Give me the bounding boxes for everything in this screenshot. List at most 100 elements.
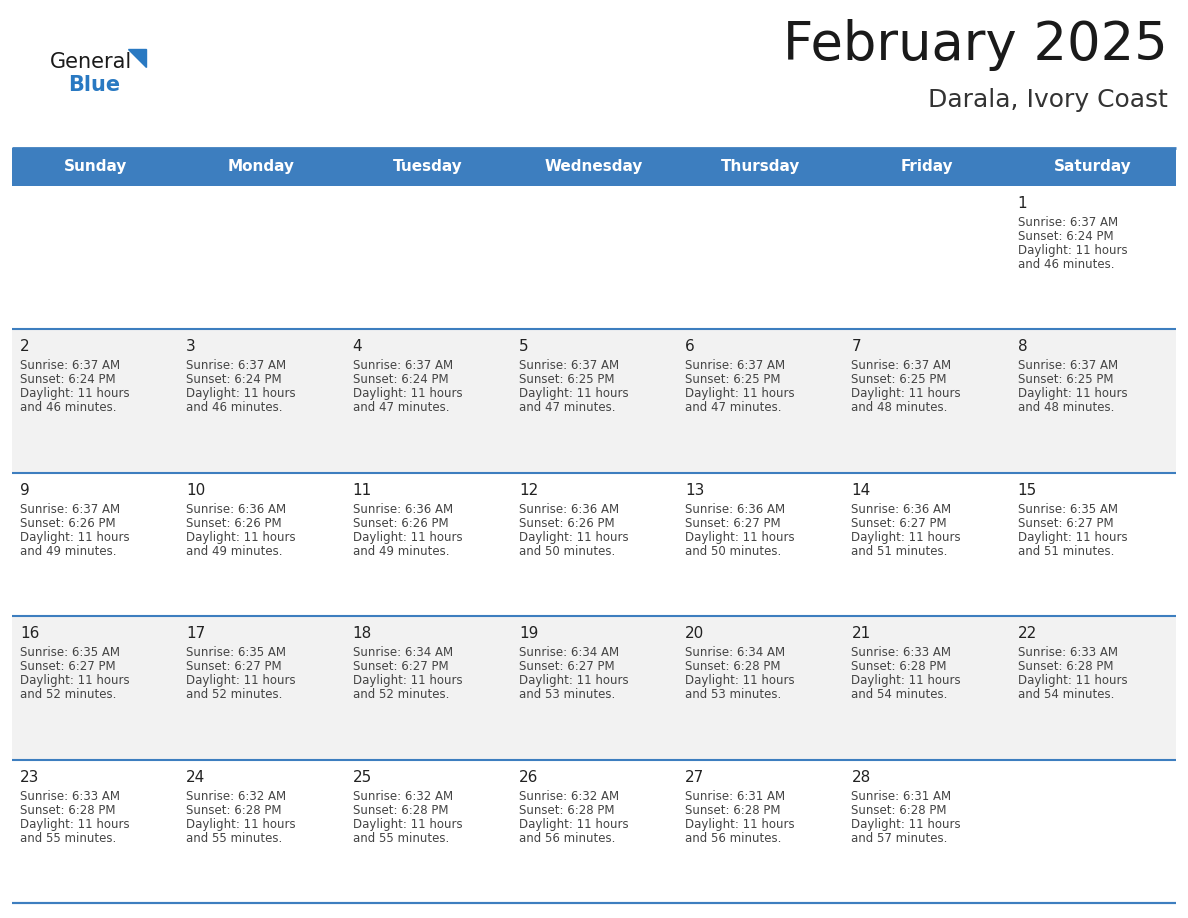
Text: and 49 minutes.: and 49 minutes. [20, 544, 116, 558]
Text: Daylight: 11 hours: Daylight: 11 hours [685, 531, 795, 543]
Text: Sunset: 6:25 PM: Sunset: 6:25 PM [852, 374, 947, 386]
Text: Sunset: 6:27 PM: Sunset: 6:27 PM [187, 660, 282, 673]
Text: Sunset: 6:28 PM: Sunset: 6:28 PM [852, 660, 947, 673]
Text: Sunrise: 6:34 AM: Sunrise: 6:34 AM [685, 646, 785, 659]
Text: Sunrise: 6:36 AM: Sunrise: 6:36 AM [519, 503, 619, 516]
Text: Daylight: 11 hours: Daylight: 11 hours [852, 387, 961, 400]
Text: Sunset: 6:26 PM: Sunset: 6:26 PM [519, 517, 614, 530]
Text: Daylight: 11 hours: Daylight: 11 hours [685, 674, 795, 688]
Text: Sunrise: 6:37 AM: Sunrise: 6:37 AM [20, 503, 120, 516]
Text: Sunset: 6:28 PM: Sunset: 6:28 PM [519, 803, 614, 817]
Text: Daylight: 11 hours: Daylight: 11 hours [353, 531, 462, 543]
Text: and 49 minutes.: and 49 minutes. [187, 544, 283, 558]
Text: and 54 minutes.: and 54 minutes. [852, 688, 948, 701]
Bar [511, 148, 677, 186]
Text: Sunset: 6:24 PM: Sunset: 6:24 PM [187, 374, 282, 386]
Text: Sunrise: 6:35 AM: Sunrise: 6:35 AM [187, 646, 286, 659]
Text: and 47 minutes.: and 47 minutes. [353, 401, 449, 414]
Text: Sunrise: 6:31 AM: Sunrise: 6:31 AM [685, 789, 785, 802]
Text: and 52 minutes.: and 52 minutes. [187, 688, 283, 701]
Text: Sunrise: 6:34 AM: Sunrise: 6:34 AM [519, 646, 619, 659]
Text: 6: 6 [685, 340, 695, 354]
Bar [178, 148, 345, 186]
Bar [12, 186, 1176, 330]
Text: and 47 minutes.: and 47 minutes. [685, 401, 782, 414]
Text: Daylight: 11 hours: Daylight: 11 hours [1018, 244, 1127, 257]
Text: and 48 minutes.: and 48 minutes. [1018, 401, 1114, 414]
Text: Sunset: 6:28 PM: Sunset: 6:28 PM [685, 803, 781, 817]
Text: 22: 22 [1018, 626, 1037, 641]
Text: and 53 minutes.: and 53 minutes. [685, 688, 782, 701]
Text: Sunset: 6:26 PM: Sunset: 6:26 PM [353, 517, 448, 530]
Text: Saturday: Saturday [1054, 160, 1132, 174]
Text: Sunset: 6:27 PM: Sunset: 6:27 PM [353, 660, 448, 673]
Text: 9: 9 [20, 483, 30, 498]
Text: Daylight: 11 hours: Daylight: 11 hours [1018, 674, 1127, 688]
Text: Wednesday: Wednesday [545, 160, 643, 174]
Text: and 49 minutes.: and 49 minutes. [353, 544, 449, 558]
Text: and 55 minutes.: and 55 minutes. [20, 832, 116, 845]
Text: 5: 5 [519, 340, 529, 354]
Bar [1010, 148, 1176, 186]
Text: Daylight: 11 hours: Daylight: 11 hours [20, 531, 129, 543]
Text: Sunset: 6:24 PM: Sunset: 6:24 PM [1018, 230, 1113, 243]
Text: Sunset: 6:26 PM: Sunset: 6:26 PM [187, 517, 282, 530]
Text: 23: 23 [20, 769, 39, 785]
Text: Daylight: 11 hours: Daylight: 11 hours [519, 387, 628, 400]
Text: 2: 2 [20, 340, 30, 354]
Text: Sunday: Sunday [63, 160, 127, 174]
Text: 26: 26 [519, 769, 538, 785]
Text: Daylight: 11 hours: Daylight: 11 hours [353, 674, 462, 688]
Text: 14: 14 [852, 483, 871, 498]
Text: and 54 minutes.: and 54 minutes. [1018, 688, 1114, 701]
Text: Sunset: 6:27 PM: Sunset: 6:27 PM [852, 517, 947, 530]
Text: 8: 8 [1018, 340, 1028, 354]
Text: Friday: Friday [901, 160, 953, 174]
Text: Sunset: 6:24 PM: Sunset: 6:24 PM [20, 374, 115, 386]
Text: 3: 3 [187, 340, 196, 354]
Text: and 56 minutes.: and 56 minutes. [519, 832, 615, 845]
Text: 17: 17 [187, 626, 206, 641]
Text: Sunrise: 6:36 AM: Sunrise: 6:36 AM [685, 503, 785, 516]
Text: 10: 10 [187, 483, 206, 498]
Text: Sunset: 6:28 PM: Sunset: 6:28 PM [20, 803, 115, 817]
Text: Daylight: 11 hours: Daylight: 11 hours [187, 674, 296, 688]
Text: 4: 4 [353, 340, 362, 354]
Bar [12, 473, 1176, 616]
Text: Daylight: 11 hours: Daylight: 11 hours [187, 387, 296, 400]
Bar [12, 759, 1176, 903]
Text: Thursday: Thursday [721, 160, 800, 174]
Text: Daylight: 11 hours: Daylight: 11 hours [187, 818, 296, 831]
Bar [677, 148, 843, 186]
Text: Sunrise: 6:32 AM: Sunrise: 6:32 AM [519, 789, 619, 802]
Text: 18: 18 [353, 626, 372, 641]
Text: Sunset: 6:28 PM: Sunset: 6:28 PM [353, 803, 448, 817]
Text: 15: 15 [1018, 483, 1037, 498]
Text: 7: 7 [852, 340, 861, 354]
Text: Daylight: 11 hours: Daylight: 11 hours [20, 818, 129, 831]
Text: Daylight: 11 hours: Daylight: 11 hours [852, 531, 961, 543]
Text: Sunset: 6:27 PM: Sunset: 6:27 PM [519, 660, 614, 673]
Text: Daylight: 11 hours: Daylight: 11 hours [519, 818, 628, 831]
Text: Sunrise: 6:37 AM: Sunrise: 6:37 AM [187, 360, 286, 373]
Text: 24: 24 [187, 769, 206, 785]
Text: 19: 19 [519, 626, 538, 641]
Text: and 51 minutes.: and 51 minutes. [852, 544, 948, 558]
Text: Sunrise: 6:37 AM: Sunrise: 6:37 AM [1018, 216, 1118, 229]
Text: Sunset: 6:25 PM: Sunset: 6:25 PM [685, 374, 781, 386]
Text: Sunrise: 6:37 AM: Sunrise: 6:37 AM [852, 360, 952, 373]
Text: Sunrise: 6:36 AM: Sunrise: 6:36 AM [187, 503, 286, 516]
Text: Sunrise: 6:36 AM: Sunrise: 6:36 AM [852, 503, 952, 516]
Text: 12: 12 [519, 483, 538, 498]
Text: Monday: Monday [228, 160, 295, 174]
Text: and 52 minutes.: and 52 minutes. [20, 688, 116, 701]
Text: and 46 minutes.: and 46 minutes. [1018, 258, 1114, 271]
Text: Sunrise: 6:32 AM: Sunrise: 6:32 AM [187, 789, 286, 802]
Text: Daylight: 11 hours: Daylight: 11 hours [353, 387, 462, 400]
Text: Sunrise: 6:31 AM: Sunrise: 6:31 AM [852, 789, 952, 802]
Text: Daylight: 11 hours: Daylight: 11 hours [685, 818, 795, 831]
Text: and 46 minutes.: and 46 minutes. [187, 401, 283, 414]
Text: Sunset: 6:28 PM: Sunset: 6:28 PM [187, 803, 282, 817]
Text: 13: 13 [685, 483, 704, 498]
Text: Sunrise: 6:37 AM: Sunrise: 6:37 AM [20, 360, 120, 373]
